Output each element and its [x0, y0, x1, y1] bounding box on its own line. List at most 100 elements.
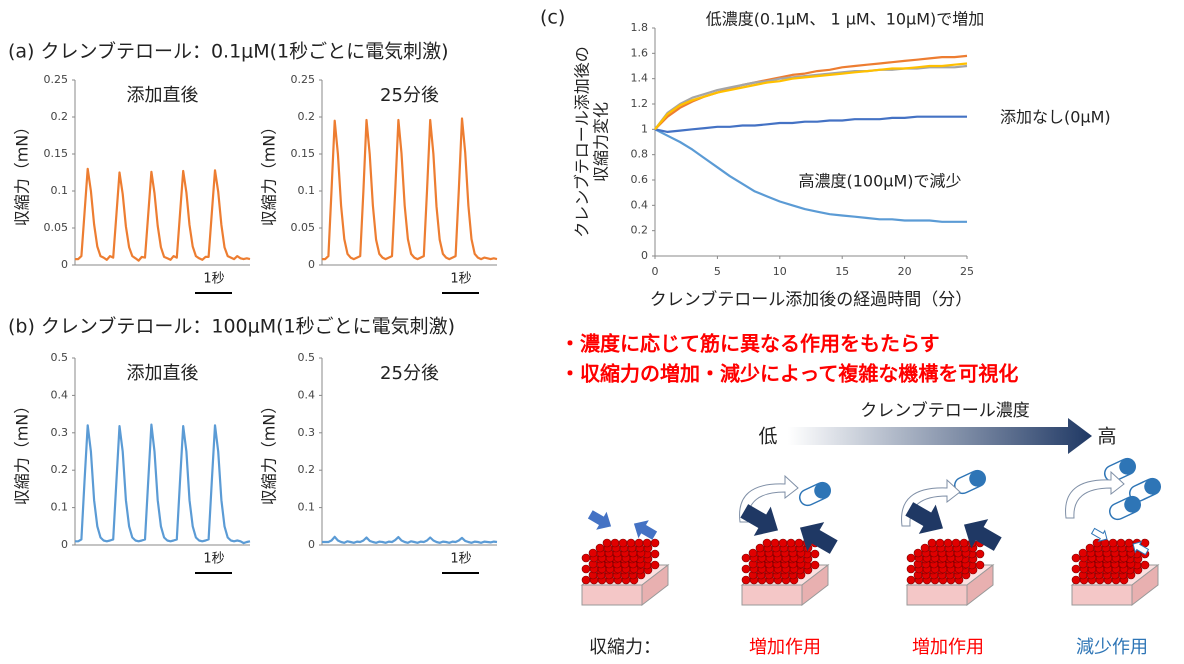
fiber	[603, 539, 611, 547]
slab	[742, 585, 802, 605]
fiber	[976, 550, 984, 558]
fiber	[651, 550, 659, 558]
scale-bar-label: 1秒	[203, 552, 224, 567]
y-tick-label: 0.5	[51, 351, 69, 364]
fiber	[936, 539, 944, 547]
fiber	[1125, 539, 1133, 547]
y-tick-label: 0	[641, 249, 648, 262]
y-tick-label: 0.1	[298, 501, 316, 514]
slab	[582, 585, 642, 605]
low-label: 低	[758, 426, 777, 448]
line	[322, 537, 497, 543]
annotation: 添加なし(0μM)	[1000, 108, 1111, 127]
gradient-arrow	[788, 418, 1092, 454]
fiber	[1109, 539, 1117, 547]
bullet: ・濃度に応じて筋に異なる作用をもたらす	[560, 332, 940, 356]
fiber	[907, 565, 915, 573]
panel-heading: (c)	[540, 7, 565, 29]
y-tick-label: 1	[641, 122, 648, 135]
bullet: ・収縮力の増加・減少によって複雑な機構を可視化	[560, 362, 1018, 386]
line	[655, 117, 967, 132]
y-axis-label: クレンブテロール添加後の	[573, 46, 592, 238]
fiber	[742, 565, 750, 573]
fiber	[763, 539, 771, 547]
fiber	[1072, 576, 1080, 584]
high-label: 高	[1097, 426, 1116, 448]
fiber	[1072, 554, 1080, 562]
x-tick-label: 0	[652, 265, 659, 278]
x-tick-label: 15	[835, 265, 849, 278]
force-arrow	[585, 505, 616, 535]
y-axis-label: 収縮力（mN）	[13, 119, 32, 227]
scale-bar-label: 1秒	[203, 272, 224, 287]
fiber	[742, 576, 750, 584]
panel-heading: (b) クレンブテロール：100μM(1秒ごとに電気刺激)	[8, 315, 455, 338]
line	[322, 119, 497, 260]
chart-title: 25分後	[380, 363, 439, 384]
y-tick-label: 0	[61, 258, 68, 271]
effect-label: 増加作用	[912, 637, 984, 658]
y-tick-label: 0.1	[51, 501, 69, 514]
y-tick-label: 0.2	[298, 463, 316, 476]
y-tick-label: 0.3	[298, 426, 316, 439]
fiber	[928, 539, 936, 547]
fiber	[811, 550, 819, 558]
y-tick-label: 0	[308, 258, 315, 271]
fiber	[651, 561, 659, 569]
fiber	[960, 539, 968, 547]
y-tick-label: 1.4	[631, 72, 649, 85]
y-tick-label: 0.6	[631, 173, 649, 186]
y-tick-label: 0.1	[51, 184, 69, 197]
fiber	[1141, 561, 1149, 569]
y-tick-label: 0.15	[44, 147, 69, 160]
figure: (a) クレンブテロール：0.1μM(1秒ごとに電気刺激) (b) クレンブテロ…	[0, 0, 1184, 664]
y-axis-label: 収縮力（mN）	[13, 398, 32, 506]
y-tick-label: 0.15	[291, 147, 316, 160]
slab	[907, 585, 967, 605]
y-tick-label: 0.2	[51, 463, 69, 476]
y-tick-label: 0.3	[51, 426, 69, 439]
y-axis-label: 収縮力（mN）	[260, 119, 279, 227]
fiber	[907, 576, 915, 584]
x-tick-label: 10	[773, 265, 787, 278]
fiber	[742, 554, 750, 562]
fiber	[921, 544, 929, 552]
y-tick-label: 0.05	[291, 221, 316, 234]
fiber	[643, 539, 651, 547]
fiber	[627, 539, 635, 547]
y-tick-label: 0	[61, 538, 68, 551]
gradient-label: クレンブテロール濃度	[860, 400, 1030, 421]
y-tick-label: 0.5	[298, 351, 316, 364]
x-tick-label: 20	[898, 265, 912, 278]
annotation: 低濃度(0.1μM、 1 μM、10μM)で増加	[706, 10, 985, 29]
line	[75, 425, 250, 543]
fiber	[952, 539, 960, 547]
fiber	[619, 539, 627, 547]
fiber	[589, 549, 597, 557]
y-tick-label: 0.05	[44, 221, 69, 234]
fiber	[756, 544, 764, 552]
fiber	[771, 539, 779, 547]
fiber	[1086, 544, 1094, 552]
y-tick-label: 0.2	[51, 110, 69, 123]
annotation: 高濃度(100μM)で減少	[798, 172, 961, 191]
y-tick-label: 1.8	[631, 21, 649, 34]
fiber	[795, 539, 803, 547]
y-tick-label: 0.4	[631, 198, 649, 211]
y-axis-label: 収縮力（mN）	[260, 398, 279, 506]
panel-heading: (a) クレンブテロール：0.1μM(1秒ごとに電気刺激)	[8, 40, 449, 63]
fiber	[651, 539, 659, 547]
fiber	[1079, 549, 1087, 557]
fiber	[907, 554, 915, 562]
fiber	[976, 561, 984, 569]
y-tick-label: 0.2	[298, 110, 316, 123]
fiber	[787, 539, 795, 547]
chart-title: 25分後	[380, 85, 439, 106]
fiber	[1072, 565, 1080, 573]
y-tick-label: 0.4	[298, 388, 316, 401]
line	[75, 169, 250, 261]
effect-label: 減少作用	[1076, 637, 1148, 658]
fiber	[582, 576, 590, 584]
scale-bar-label: 1秒	[450, 272, 471, 287]
y-axis-label: 収縮力変化	[592, 102, 611, 182]
